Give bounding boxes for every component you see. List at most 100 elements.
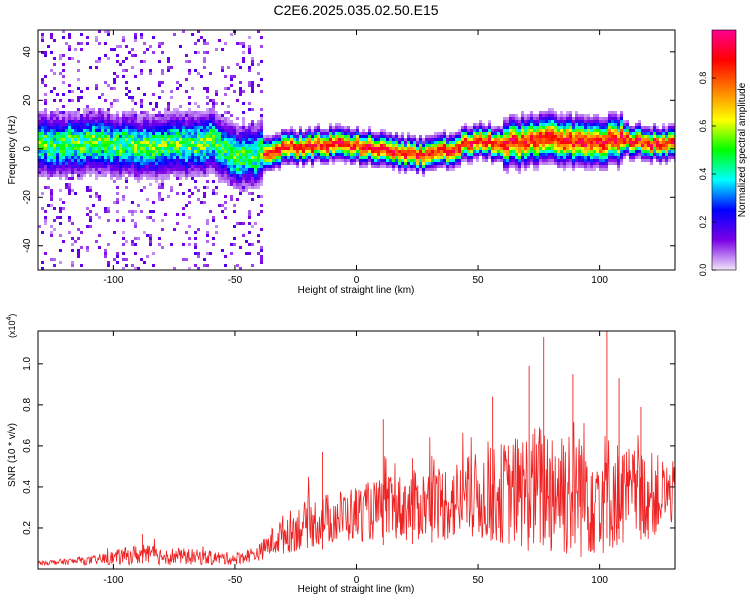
spectrogram-cell <box>548 162 551 165</box>
spectrogram-cell <box>71 135 74 138</box>
spectrogram-cell <box>170 189 173 192</box>
spectrogram-cell <box>539 132 542 135</box>
spectrogram-cell <box>143 126 146 129</box>
spectrogram-cell <box>593 156 596 159</box>
spectrogram-cell <box>185 78 188 81</box>
spectrogram-cell <box>167 111 170 114</box>
spectrogram-cell <box>56 141 59 144</box>
spectrogram-cell <box>443 141 446 144</box>
spectrogram-cell <box>248 84 251 87</box>
spectrogram-cell <box>206 222 209 225</box>
spectrogram-cell <box>143 153 146 156</box>
spectrogram-cell <box>551 132 554 135</box>
spectrogram-cell <box>98 30 101 33</box>
spectrogram-cell <box>191 120 194 123</box>
spectrogram-cell <box>185 162 188 165</box>
spectrogram-cell <box>233 174 236 177</box>
spectrogram-cell <box>557 123 560 126</box>
spectrogram-cell <box>287 153 290 156</box>
spectrogram-cell <box>203 147 206 150</box>
spectrogram-cell <box>185 117 188 120</box>
spectrogram-cell <box>86 213 89 216</box>
spectrogram-cell <box>521 138 524 141</box>
spectrogram-cell <box>89 216 92 219</box>
spectrogram-cell <box>44 171 47 174</box>
spectrogram-cell <box>176 138 179 141</box>
spectrogram-cell <box>407 138 410 141</box>
spectrogram-cell <box>338 141 341 144</box>
spectrogram-cell <box>152 171 155 174</box>
spectrogram-cell <box>107 162 110 165</box>
spectrogram-cell <box>107 135 110 138</box>
spectrogram-cell <box>161 186 164 189</box>
spectrogram-cell <box>80 114 83 117</box>
spectrogram-cell <box>224 216 227 219</box>
spectrogram-cell <box>74 48 77 51</box>
spectrogram-cell <box>395 147 398 150</box>
spectrogram-cell <box>509 129 512 132</box>
spectrogram-cell <box>71 126 74 129</box>
spectrogram-cell <box>335 135 338 138</box>
spectrogram-cell <box>146 159 149 162</box>
spectrogram-cell <box>257 141 260 144</box>
spectrogram-cell <box>551 141 554 144</box>
spectrogram-cell <box>233 162 236 165</box>
spectrogram-cell <box>497 126 500 129</box>
spectrogram-cell <box>77 153 80 156</box>
spectrogram-cell <box>524 126 527 129</box>
spectrogram-cell <box>248 144 251 147</box>
spectrogram-cell <box>89 108 92 111</box>
spectrogram-cell <box>44 51 47 54</box>
spectrogram-cell <box>77 237 80 240</box>
spectrogram-cell <box>41 168 44 171</box>
spectrogram-cell <box>572 117 575 120</box>
spectrogram-cell <box>167 120 170 123</box>
spectrogram-cell <box>554 159 557 162</box>
spectrogram-cell <box>167 66 170 69</box>
spectrogram-cell <box>374 159 377 162</box>
spectrogram-cell <box>95 84 98 87</box>
spectrogram-cell <box>86 114 89 117</box>
spectrogram-cell <box>437 162 440 165</box>
spectrogram-cell <box>428 162 431 165</box>
spectrogram-cell <box>620 111 623 114</box>
spectrogram-cell <box>392 153 395 156</box>
spectrogram-cell <box>134 120 137 123</box>
snr-y-scale-exp: 4 <box>6 316 13 320</box>
spectrogram-cell <box>236 126 239 129</box>
spectrogram-cell <box>152 126 155 129</box>
spectrogram-cell <box>548 156 551 159</box>
spectrogram-cell <box>134 222 137 225</box>
spectrogram-cell <box>74 138 77 141</box>
spectrogram-cell <box>404 168 407 171</box>
spectrogram-cell <box>281 138 284 141</box>
spectrogram-cell <box>338 156 341 159</box>
snr-y-scale-close: ) <box>7 314 17 317</box>
spectrogram-cell <box>407 141 410 144</box>
spectrogram-cell <box>326 129 329 132</box>
spectrogram-cell <box>50 123 53 126</box>
spectrogram-cell <box>587 138 590 141</box>
spectrogram-cell <box>236 180 239 183</box>
spectrogram-cell <box>530 162 533 165</box>
spectrogram-cell <box>110 159 113 162</box>
spectrogram-cell <box>119 132 122 135</box>
spectrogram-cell <box>542 147 545 150</box>
spectrogram-cell <box>344 129 347 132</box>
spectrogram-cell <box>215 90 218 93</box>
spectrogram-cell <box>53 156 56 159</box>
spectrogram-cell <box>134 174 137 177</box>
spectrogram-cell <box>557 159 560 162</box>
spectrogram-cell <box>56 147 59 150</box>
spectrogram-cell <box>149 216 152 219</box>
spectrogram-cell <box>620 132 623 135</box>
spectrogram-cell <box>98 60 101 63</box>
spectrogram-cell <box>323 150 326 153</box>
spectrogram-cell <box>131 117 134 120</box>
spectrogram-cell <box>176 141 179 144</box>
spectrogram-cell <box>113 258 116 261</box>
spectrogram-cell <box>248 168 251 171</box>
spectrogram-cell <box>149 147 152 150</box>
spectrogram-cell <box>404 144 407 147</box>
spectrogram-cell <box>569 153 572 156</box>
